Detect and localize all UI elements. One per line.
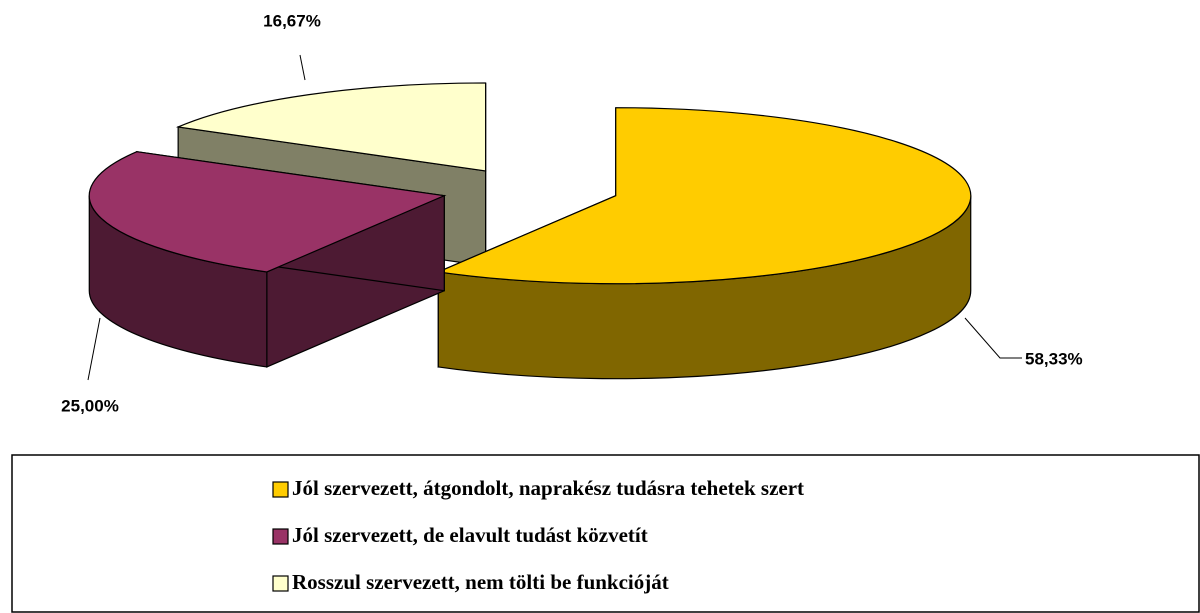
- slice: [175, 82, 487, 172]
- pie: 58,33% 25,00% 16,67%: [61, 11, 1083, 415]
- leader-line: [964, 317, 1022, 359]
- legend-label: Jól szervezett, átgondolt, naprakész tud…: [292, 476, 804, 500]
- legend-swatch: [272, 481, 289, 498]
- legend-label: Jól szervezett, de elavult tudást közvet…: [292, 523, 648, 547]
- slice: [88, 151, 447, 273]
- slice: [436, 107, 972, 285]
- legend-swatch: [272, 528, 289, 545]
- leader-line: [299, 54, 306, 81]
- legend-box: [11, 454, 1200, 613]
- legend-label: Rosszul szervezett, nem tölti be funkció…: [292, 570, 669, 594]
- data-label: 25,00%: [61, 396, 119, 415]
- data-label: 58,33%: [1025, 349, 1083, 368]
- legend: Jól szervezett, átgondolt, naprakész tud…: [272, 476, 804, 594]
- data-label: 16,67%: [263, 11, 321, 30]
- leader-line: [87, 317, 101, 381]
- legend-swatch: [272, 575, 289, 592]
